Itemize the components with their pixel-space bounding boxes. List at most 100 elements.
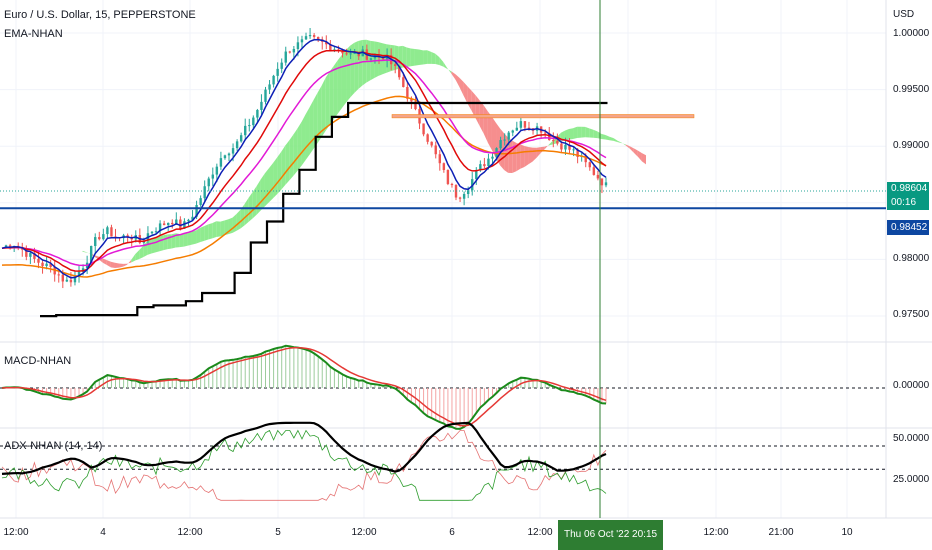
candle-body bbox=[564, 144, 567, 150]
time-tick: 12:00 bbox=[351, 527, 377, 538]
candle-body bbox=[426, 134, 429, 142]
cloud-segment bbox=[548, 140, 553, 146]
cloud-segment bbox=[159, 235, 164, 252]
cloud-segment bbox=[447, 68, 452, 74]
macd-signal-line bbox=[1, 347, 607, 427]
candle-body bbox=[256, 109, 259, 118]
candle-body bbox=[69, 279, 73, 283]
cloud-segment bbox=[151, 237, 156, 254]
adx-tick: 25.0000 bbox=[893, 474, 930, 485]
cloud-segment bbox=[240, 203, 245, 229]
cloud-segment bbox=[414, 49, 419, 66]
indicator-label-ema[interactable]: EMA-NHAN bbox=[4, 28, 63, 40]
cloud-segment bbox=[175, 233, 180, 248]
countdown-tag: 00:16 bbox=[887, 196, 929, 210]
adx-di-plus-line bbox=[1, 429, 607, 501]
candle-body bbox=[244, 125, 247, 136]
cloud-segment bbox=[467, 86, 472, 111]
candle-body bbox=[183, 221, 186, 229]
cloud-segment bbox=[581, 126, 586, 138]
cloud-segment bbox=[633, 148, 638, 157]
adx-line bbox=[1, 421, 607, 475]
cloud-segment bbox=[629, 146, 634, 153]
candle-body bbox=[98, 237, 101, 240]
cloud-segment bbox=[139, 245, 144, 259]
cloud-segment bbox=[398, 45, 403, 69]
adx-di-minus-line bbox=[1, 430, 607, 501]
cloud-segment bbox=[483, 105, 488, 143]
candle-body bbox=[308, 35, 312, 37]
indicator-label-adx[interactable]: ADX-NHAN (14, 14) bbox=[4, 440, 103, 452]
candle-body bbox=[219, 158, 223, 167]
price-tick: 0.98000 bbox=[893, 253, 930, 264]
candle-body bbox=[462, 194, 466, 199]
resistance-zone[interactable] bbox=[391, 114, 695, 119]
candle-body bbox=[466, 190, 470, 195]
candle-body bbox=[507, 132, 510, 140]
cloud-segment bbox=[423, 50, 428, 65]
symbol-title[interactable]: Euro / U.S. Dollar, 15, PEPPERSTONE bbox=[4, 9, 196, 21]
cloud-segment bbox=[601, 133, 606, 140]
candle-body bbox=[442, 163, 446, 170]
candle-body bbox=[175, 219, 178, 225]
cloud-segment bbox=[329, 65, 334, 125]
cloud-segment bbox=[285, 140, 290, 185]
cloud-segment bbox=[374, 41, 379, 78]
cloud-segment bbox=[200, 226, 205, 243]
cloud-segment bbox=[577, 126, 582, 139]
cloud-segment bbox=[179, 234, 184, 248]
candle-body bbox=[61, 274, 65, 282]
candle-body bbox=[527, 127, 531, 129]
cloud-segment bbox=[443, 62, 448, 70]
candle-body bbox=[264, 89, 267, 102]
cloud-segment bbox=[451, 71, 456, 80]
cloud-segment bbox=[613, 138, 618, 143]
candle-body bbox=[73, 276, 77, 283]
trailing-stop-line bbox=[40, 101, 608, 318]
cloud-segment bbox=[621, 142, 626, 146]
cloud-segment bbox=[216, 221, 221, 237]
candle-body bbox=[33, 253, 36, 259]
indicator-label-macd[interactable]: MACD-NHAN bbox=[4, 355, 72, 367]
candle-body bbox=[316, 36, 320, 40]
candle-body bbox=[154, 231, 158, 233]
candle-body bbox=[402, 77, 405, 87]
candle-body bbox=[187, 219, 190, 222]
candle-body bbox=[325, 41, 328, 45]
candle-body bbox=[434, 145, 437, 155]
cloud-segment bbox=[289, 134, 294, 181]
candle-body bbox=[227, 153, 231, 156]
cloud-segment bbox=[471, 90, 476, 119]
candle-body bbox=[252, 117, 255, 126]
cloud-segment bbox=[313, 92, 318, 149]
cloud-segment bbox=[564, 128, 569, 141]
grid-lines bbox=[0, 0, 886, 518]
cloud-segment bbox=[358, 40, 363, 90]
adx-pane bbox=[0, 421, 886, 501]
cloud-segment bbox=[439, 57, 444, 67]
price-tick: 0.99000 bbox=[893, 140, 930, 151]
cloud-segment bbox=[402, 45, 407, 68]
cloud-segment bbox=[568, 128, 574, 140]
price-tick: 0.99500 bbox=[893, 84, 930, 95]
candle-body bbox=[102, 234, 105, 240]
cloud-segment bbox=[520, 144, 525, 169]
cloud-segment bbox=[224, 219, 229, 236]
candle-body bbox=[353, 52, 356, 54]
cloud-segment bbox=[110, 261, 115, 269]
candle-body bbox=[207, 178, 210, 187]
cloud-segment bbox=[605, 134, 610, 141]
cloud-segment bbox=[435, 53, 440, 66]
cloud-segment bbox=[187, 231, 192, 246]
cloud-segment bbox=[293, 128, 298, 176]
candle-body bbox=[414, 101, 417, 110]
macd-tick: 0.00000 bbox=[893, 380, 930, 391]
candle-body bbox=[458, 197, 462, 199]
cloud-segment bbox=[204, 224, 209, 241]
time-tick: 12:00 bbox=[177, 527, 203, 538]
cloud-segment bbox=[346, 45, 351, 103]
cloud-segment bbox=[475, 95, 480, 127]
cloud-segment bbox=[131, 254, 136, 263]
candle-body bbox=[239, 135, 243, 142]
